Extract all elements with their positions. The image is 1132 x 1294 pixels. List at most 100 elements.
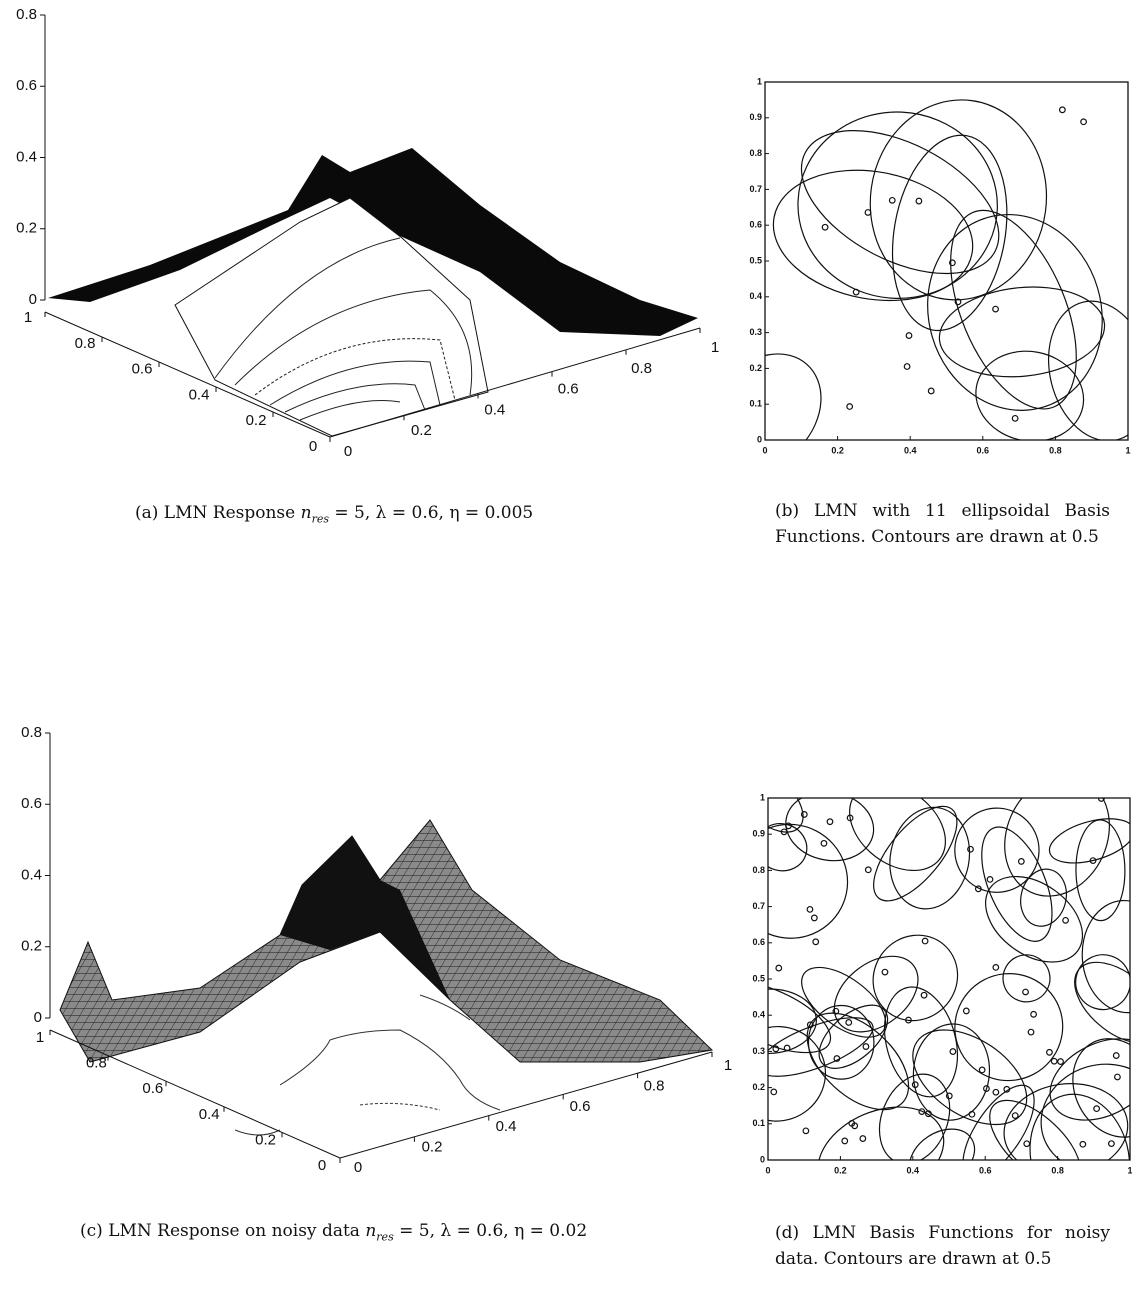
x-tick-label: 0 (762, 445, 767, 455)
y-tick-label: 0.5 (752, 973, 765, 983)
basis-centre (1079, 1140, 1087, 1148)
caption: (d) LMN Basis Functions for noisy data. … (775, 1220, 1110, 1272)
basis-centre (986, 876, 994, 883)
z-tick-label: 0 (34, 1009, 42, 1026)
caption-text: (c) LMN Response on noisy data (80, 1221, 360, 1241)
y-tick-label: 0 (354, 1159, 362, 1176)
x-tick-label: 0.4 (189, 386, 210, 403)
basis-centre (1027, 1028, 1035, 1036)
y-tick-label: 0.3 (749, 327, 762, 337)
x-tick-label: 0.8 (86, 1055, 107, 1072)
basis-centre (832, 1007, 840, 1015)
basis-centre (800, 811, 808, 818)
basis-centre (810, 914, 818, 922)
caption-text: (a) LMN Response (135, 503, 296, 523)
y-tick-label: 0.2 (752, 1082, 765, 1092)
basis-centre (783, 1044, 791, 1052)
y-tick-label: 0.1 (749, 399, 762, 409)
basis-centre (962, 1007, 970, 1015)
z-tick-label: 0.4 (16, 148, 37, 165)
basis-centre (992, 305, 999, 313)
x-tick-label: 0.2 (831, 445, 844, 455)
basis-contour (878, 1073, 951, 1160)
basis-contour (1072, 1038, 1130, 1138)
y-tick-label: 0 (344, 443, 352, 460)
z-tick-label: 0.8 (16, 6, 37, 23)
basis-contour (1075, 954, 1130, 1011)
basis-centre (770, 1088, 778, 1096)
basis-contour (938, 286, 1106, 378)
basis-centre (864, 209, 872, 216)
basis-contour (833, 955, 919, 1033)
x-tick-label: 1 (36, 1029, 44, 1046)
caption: (c) LMN Response on noisy data nres = 5,… (80, 1218, 587, 1250)
basis-centre (852, 288, 860, 296)
x-tick-label: 0.2 (255, 1131, 276, 1148)
basis-centre (806, 905, 814, 913)
x-tick-label: 0.6 (142, 1080, 163, 1097)
basis-contour (912, 1029, 1028, 1126)
y-tick-label: 0.1 (752, 1118, 765, 1128)
y-tick-label: 0.6 (570, 1098, 591, 1115)
x-tick-label: 0.2 (834, 1165, 847, 1175)
basis-contour (927, 213, 1103, 411)
x-tick-label: 0.4 (907, 1165, 920, 1175)
basis-contour (772, 169, 974, 302)
basis-centre (1030, 1010, 1037, 1018)
basis-centre (846, 403, 854, 410)
basis-centre (924, 1110, 932, 1118)
axis-line (49, 1029, 341, 1159)
basis-centre (927, 387, 935, 395)
basis-centre (821, 223, 829, 231)
basis-centre (1097, 798, 1105, 802)
surface (48, 148, 698, 336)
basis-contour (975, 350, 1085, 440)
x-tick-label: 0 (765, 1165, 770, 1175)
axis-line (339, 1051, 713, 1159)
basis-contour (950, 209, 1077, 410)
contours (234, 994, 501, 1136)
basis-contour (1040, 1063, 1130, 1160)
z-tick-label: 0 (29, 291, 37, 308)
y-tick-label: 0.6 (749, 220, 762, 230)
contours (214, 237, 473, 421)
basis-centre (785, 822, 792, 830)
basis-centre (888, 196, 896, 204)
basis-centre (1062, 916, 1069, 924)
basis-centre (846, 814, 854, 822)
basis-centre (851, 1122, 859, 1130)
basis-centre (845, 1019, 853, 1026)
basis-contour (954, 973, 1064, 1082)
y-tick-label: 0.4 (752, 1010, 765, 1020)
z-tick-label: 0.4 (21, 866, 42, 883)
y-tick-label: 0.2 (749, 363, 762, 373)
basis-contour (797, 111, 998, 299)
caption-text: = 5, λ = 0.6, η = 0.02 (399, 1221, 588, 1241)
basis-contour (891, 134, 1008, 332)
caption-math: n (300, 503, 312, 523)
basis-centre (903, 363, 911, 370)
basis-centre (833, 1055, 841, 1062)
basis-centre (859, 1135, 867, 1142)
basis-contour (800, 130, 1000, 275)
basis-contour (962, 1084, 1035, 1160)
basis-centre (948, 259, 956, 267)
x-tick-label: 0.4 (904, 445, 917, 455)
basis-centre (949, 1048, 957, 1055)
basis-centre (905, 1016, 912, 1024)
basis-centre (992, 1088, 1000, 1096)
x-tick-label: 0.2 (246, 412, 267, 429)
basis-centre (1046, 1048, 1053, 1056)
x-tick-label: 0 (318, 1157, 326, 1174)
basis-centre (826, 818, 834, 826)
basis-contour (954, 807, 1040, 893)
x-tick-label: 0.8 (75, 335, 96, 352)
y-tick-label: 0.7 (749, 184, 762, 194)
basis-contour (1048, 818, 1130, 864)
caption-text: = 5, λ = 0.6, η = 0.005 (334, 503, 534, 523)
basis-contour (785, 798, 875, 862)
basis-centre (1058, 106, 1066, 114)
basis-centre (1108, 1140, 1115, 1148)
basis-centre (1114, 1073, 1121, 1081)
